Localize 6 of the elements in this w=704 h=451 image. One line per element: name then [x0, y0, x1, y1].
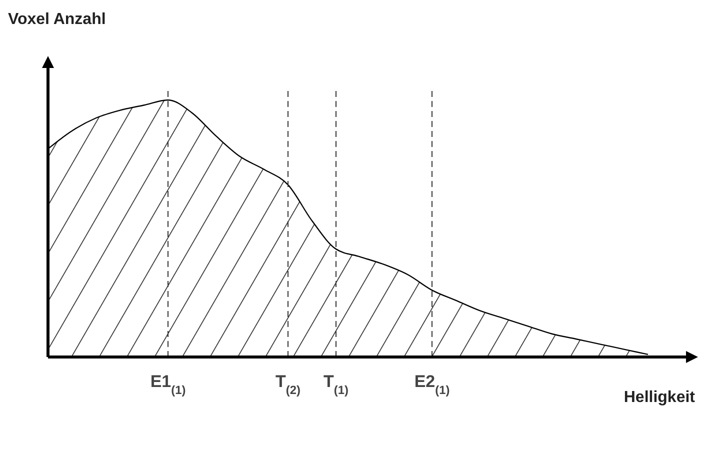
y-axis-title: Voxel Anzahl [8, 11, 106, 28]
x-tick-label: E2$_{(1)}$ [414, 372, 450, 397]
x-tick-label: T$_{(2)}$ [276, 372, 300, 397]
x-axis-title: Helligkeit [624, 389, 696, 406]
x-tick-label: E1$_{(1)}$ [150, 372, 186, 397]
x-tick-label: T$_{(1)}$ [324, 372, 348, 397]
